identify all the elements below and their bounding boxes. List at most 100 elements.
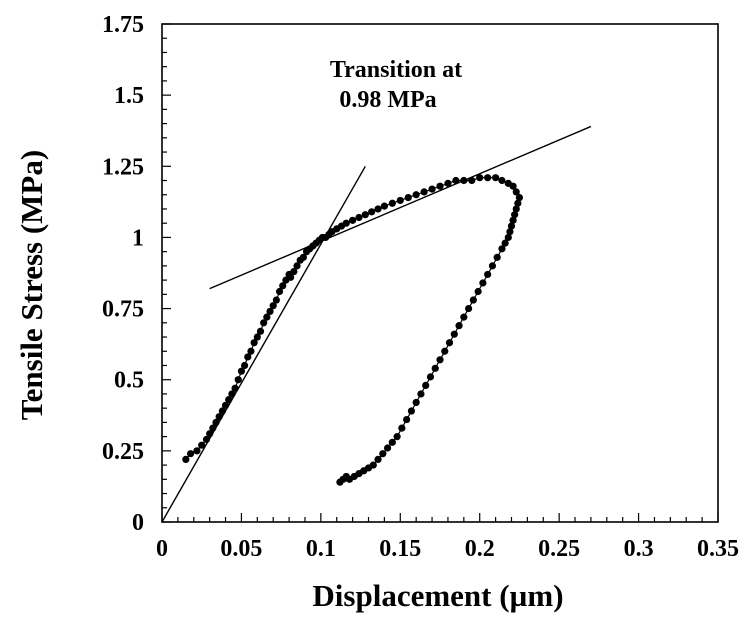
- data-point: [460, 176, 468, 185]
- fit-lines: [161, 125, 592, 523]
- data-point: [250, 339, 258, 347]
- data-point: [422, 381, 430, 390]
- data-point: [228, 390, 236, 398]
- data-point: [492, 174, 500, 182]
- data-point: [237, 367, 246, 375]
- data-point: [244, 353, 252, 361]
- data-point: [420, 188, 428, 196]
- data-point: [275, 287, 284, 296]
- data-point: [198, 441, 206, 449]
- data-point: [388, 438, 396, 446]
- data-point: [202, 435, 211, 444]
- data-point: [455, 322, 463, 330]
- data-point: [383, 444, 392, 452]
- y-tick-label: 1: [132, 225, 144, 251]
- axes: [161, 23, 719, 523]
- data-point: [221, 401, 230, 409]
- data-point: [468, 176, 476, 185]
- tick-labels: 0 0.05 0.1 0.15 0.2 0.25 0.3 0.35 0 0.25 0.5 0.75 1 1…: [102, 12, 739, 562]
- data-point: [426, 373, 435, 381]
- x-tick-label: 0.05: [220, 536, 262, 562]
- y-tick-label: 0.25: [102, 439, 144, 465]
- data-point: [469, 296, 477, 304]
- data-point: [412, 191, 420, 199]
- data-point: [512, 205, 520, 213]
- data-point: [206, 430, 214, 438]
- data-point: [512, 188, 520, 196]
- data-point: [431, 364, 439, 372]
- data-point: [272, 296, 280, 304]
- data-point: [396, 196, 404, 205]
- data-point: [450, 330, 458, 338]
- data-point: [484, 174, 492, 182]
- data-point: [501, 239, 509, 247]
- data-point: [479, 279, 487, 287]
- data-point: [464, 304, 473, 313]
- y-tick-label: 0: [132, 510, 144, 536]
- data-point: [287, 273, 295, 281]
- data-point: [493, 253, 501, 261]
- data-point: [514, 199, 522, 207]
- data-point: [349, 216, 357, 224]
- data-point: [428, 185, 436, 193]
- data-point: [445, 339, 454, 347]
- data-point: [299, 253, 307, 261]
- fit-line-2: [209, 125, 592, 290]
- x-tick-label: 0.3: [624, 536, 654, 562]
- x-tick-label: 0: [156, 536, 168, 562]
- data-point: [269, 302, 277, 310]
- annotation-line-2: 0.98 MPa: [339, 87, 436, 113]
- data-point: [253, 333, 261, 341]
- x-tick-label: 0.1: [306, 536, 336, 562]
- data-point: [474, 287, 482, 296]
- data-point: [215, 413, 223, 421]
- data-point: [361, 211, 369, 219]
- data-point: [368, 208, 376, 216]
- data-point: [412, 398, 420, 407]
- x-axis-title: Displacement (µm): [312, 578, 563, 613]
- data-point: [484, 270, 492, 279]
- data-point: [441, 347, 449, 355]
- data-point: [263, 313, 271, 321]
- data-point: [398, 424, 406, 432]
- data-point: [417, 390, 425, 398]
- data-point: [209, 424, 217, 432]
- data-point: [336, 478, 344, 486]
- data-point: [218, 407, 226, 415]
- y-tick-label: 1.75: [102, 12, 144, 38]
- y-tick-label: 0.5: [114, 368, 144, 394]
- data-point: [266, 307, 274, 316]
- data-point: [407, 407, 416, 415]
- data-point: [488, 262, 497, 270]
- data-point: [256, 327, 265, 335]
- data-point: [374, 455, 382, 463]
- data-point: [404, 193, 412, 202]
- data-point: [509, 182, 517, 190]
- data-point: [498, 176, 506, 185]
- data-point: [234, 376, 242, 384]
- data-point: [476, 174, 484, 182]
- data-point: [182, 455, 190, 463]
- y-tick-label: 0.75: [102, 297, 144, 323]
- data-point: [247, 347, 255, 355]
- plot-frame: [161, 23, 719, 523]
- annotation-line-1: Transition at: [330, 57, 462, 83]
- y-tick-label: 1.5: [114, 83, 144, 109]
- data-point: [293, 262, 301, 270]
- data-point: [509, 216, 517, 224]
- data-point: [186, 450, 195, 458]
- fit-line-1: [161, 165, 366, 523]
- data-point: [504, 233, 512, 242]
- data-point: [498, 245, 506, 253]
- data-point: [380, 202, 388, 210]
- data-point: [460, 313, 468, 321]
- data-point: [515, 193, 524, 202]
- data-point: [511, 211, 519, 219]
- data-point: [355, 213, 363, 222]
- x-tick-label: 0.35: [697, 536, 739, 562]
- data-point: [452, 176, 460, 185]
- data-point: [444, 179, 452, 187]
- data-point: [436, 182, 444, 190]
- data-point: [279, 282, 287, 290]
